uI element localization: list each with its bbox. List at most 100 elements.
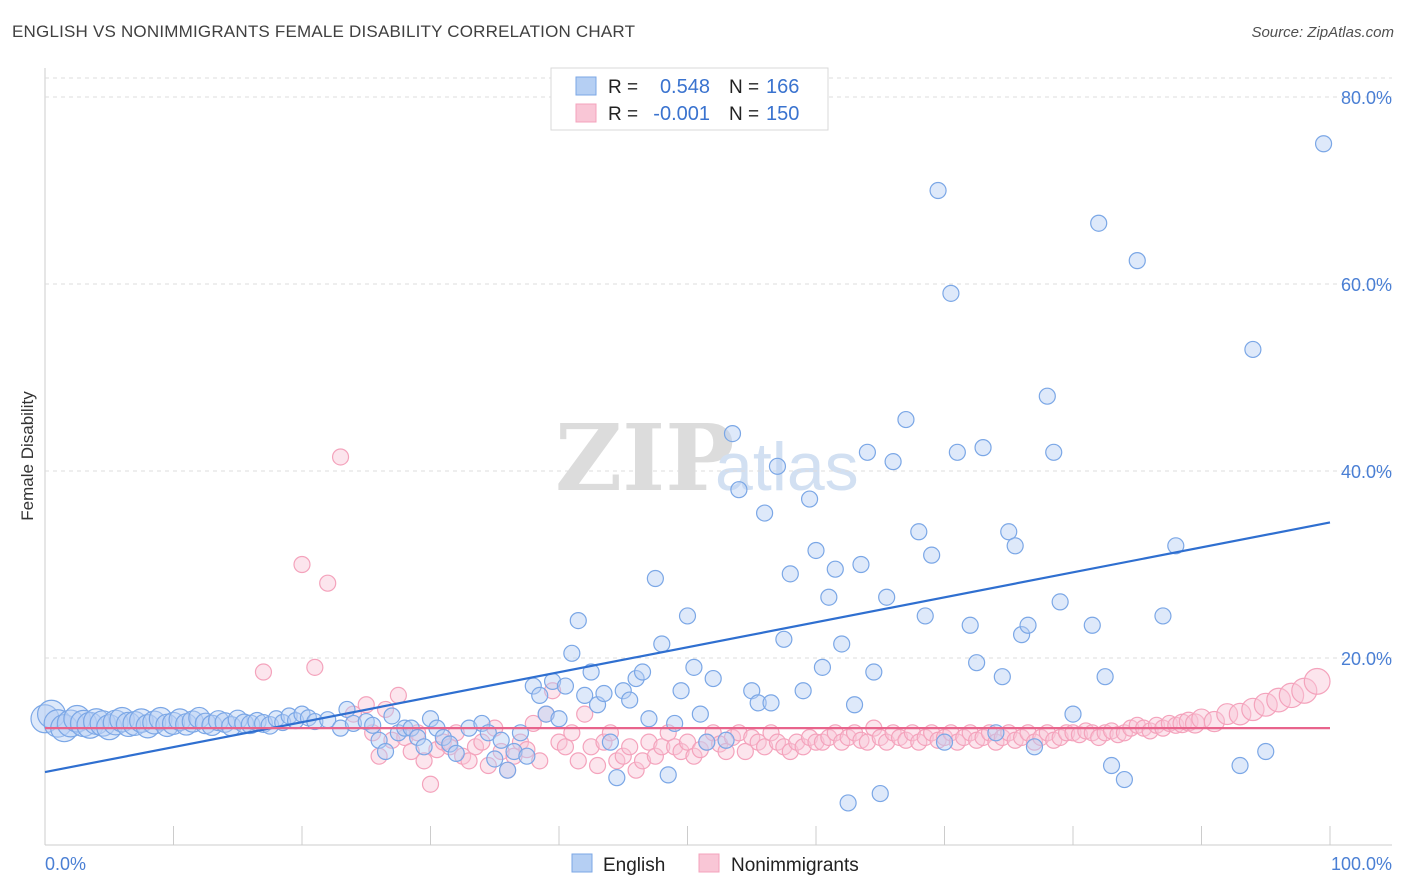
english-point — [1083, 616, 1101, 634]
english-point — [755, 504, 774, 522]
english-point — [383, 707, 401, 725]
english-point — [691, 705, 709, 723]
nonimmigrants-point — [878, 733, 896, 751]
nonimmigrants-point — [331, 448, 350, 466]
english-point — [135, 714, 160, 739]
english-point — [640, 710, 658, 728]
english-trendline — [44, 521, 1331, 774]
english-point — [865, 663, 883, 681]
nonimmigrants-point — [569, 752, 587, 770]
english-point — [685, 658, 703, 676]
english-point — [582, 663, 600, 681]
english-point — [537, 705, 555, 723]
english-point — [441, 735, 459, 753]
english-point — [1025, 738, 1044, 756]
legend-english-swatch — [575, 76, 597, 96]
x-axis-ticks — [44, 826, 1331, 845]
source-label: Source: ZipAtlas.com — [1251, 24, 1394, 41]
english-point — [781, 565, 799, 583]
english-point — [993, 668, 1011, 686]
nonimmigrants-point — [614, 747, 632, 765]
gridlines — [45, 77, 1392, 659]
english-point — [1090, 214, 1108, 232]
nonimmigrants-point — [858, 733, 877, 751]
english-point — [614, 682, 632, 700]
legend-bottom-nonimm-swatch — [698, 853, 720, 873]
english-point — [910, 523, 928, 541]
english-point — [717, 731, 735, 749]
english-point — [1102, 756, 1121, 775]
english-point — [531, 686, 549, 705]
english-point — [608, 769, 626, 787]
nonimmigrants-point — [389, 686, 407, 705]
nonimmigrants-point — [807, 733, 825, 751]
legend-english-n-label: N = — [729, 77, 759, 98]
english-point — [415, 738, 433, 756]
y-tick-label: 40.0% — [1341, 462, 1392, 482]
english-point — [826, 560, 844, 578]
english-point — [409, 728, 427, 747]
english-point — [871, 784, 889, 803]
nonimmigrants-point — [1241, 697, 1265, 722]
watermark-atlas: atlas — [715, 429, 859, 505]
legend-nonimm-n: 150 — [766, 103, 799, 125]
english-point — [948, 443, 966, 461]
english-points — [30, 135, 1333, 812]
nonimmigrants-point — [1216, 703, 1239, 726]
legend-bottom-english-label: English — [603, 855, 665, 876]
chart-title: ENGLISH VS NONIMMIGRANTS FEMALE DISABILI… — [12, 22, 636, 41]
nonimmigrants-point — [402, 742, 420, 761]
legend-top-box — [550, 67, 829, 131]
english-point — [1257, 742, 1275, 761]
nonimmigrants-point — [646, 747, 664, 765]
nonimmigrants-point — [576, 705, 594, 723]
nonimmigrants-point — [1253, 692, 1278, 717]
english-point — [1051, 593, 1069, 611]
english-point — [1115, 770, 1134, 789]
english-point — [730, 481, 748, 499]
english-point — [563, 644, 581, 662]
english-point — [961, 616, 979, 634]
nonimmigrants-point — [518, 741, 536, 759]
nonimmigrants-point — [543, 682, 562, 700]
english-point — [1128, 252, 1146, 270]
english-point — [1038, 387, 1056, 405]
nonimmigrants-point — [415, 752, 433, 770]
nonimmigrants-point — [621, 738, 639, 756]
english-point — [627, 669, 645, 688]
english-point — [364, 716, 382, 734]
english-point — [646, 569, 664, 588]
english-point — [518, 747, 536, 765]
nonimmigrants-point — [293, 555, 311, 574]
english-point — [633, 663, 652, 681]
nonimmigrants-point — [306, 658, 324, 676]
nonimmigrants-points — [254, 448, 1331, 793]
english-point — [653, 635, 671, 653]
nonimmigrants-point — [781, 742, 799, 761]
nonimmigrants-point — [595, 733, 613, 751]
english-point — [1045, 443, 1063, 461]
english-point — [486, 750, 504, 768]
english-point — [505, 742, 523, 761]
nonimmigrants-point — [582, 738, 600, 756]
legend-bottom: English Nonimmigrants — [571, 853, 859, 876]
english-point — [858, 443, 877, 461]
nonimmigrants-point — [672, 742, 690, 761]
english-point — [935, 733, 954, 751]
english-point — [923, 546, 941, 564]
y-tick-label: 60.0% — [1341, 275, 1392, 295]
english-point — [968, 654, 986, 672]
nonimmigrants-point — [678, 733, 697, 751]
english-point — [813, 658, 832, 676]
english-point — [556, 677, 575, 695]
nonimmigrants-point — [1228, 702, 1252, 726]
english-point — [434, 728, 452, 747]
english-point — [833, 635, 851, 653]
english-point — [794, 682, 812, 700]
english-point — [1154, 607, 1172, 625]
english-point — [1000, 523, 1018, 541]
nonimmigrants-point — [421, 775, 440, 793]
english-point — [1064, 705, 1082, 723]
trendlines — [44, 521, 1331, 774]
legend-english-r: 0.548 — [660, 76, 710, 98]
